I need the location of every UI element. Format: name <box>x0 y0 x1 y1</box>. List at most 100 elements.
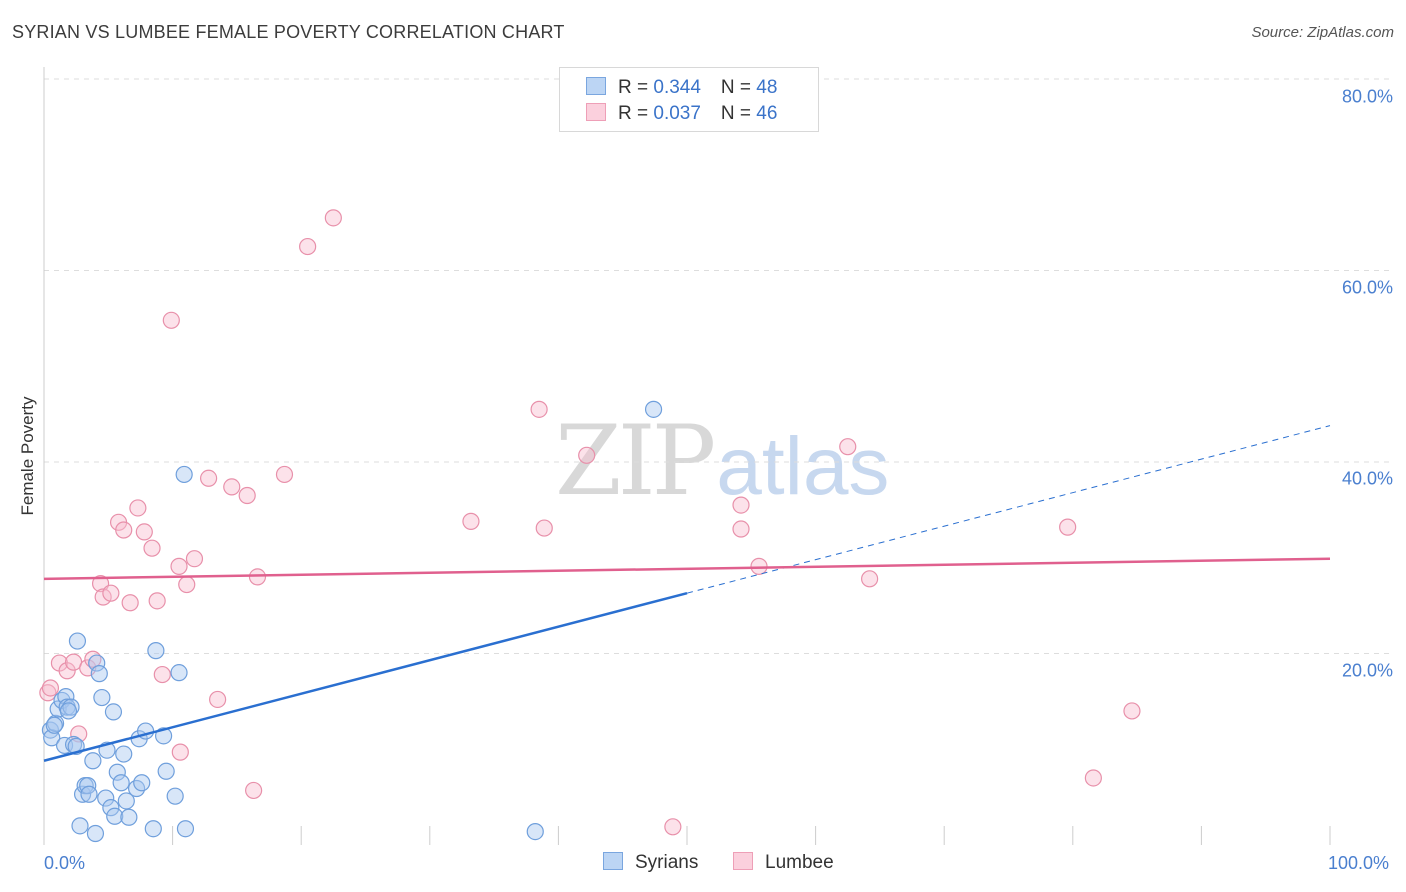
y-tick-label-20: 20.0% <box>1341 660 1393 681</box>
syrian-point <box>59 702 78 720</box>
bottom-legend-lumbee-label: Lumbee <box>765 852 834 873</box>
legend-n-label: N = <box>720 103 757 124</box>
legend-n-label: N = <box>720 77 757 98</box>
legend-n-value: 48 <box>756 77 778 98</box>
lumbee-point <box>129 499 147 517</box>
syrians-swatch-icon <box>603 851 623 870</box>
syrian-point <box>80 785 98 803</box>
syrian-point <box>147 642 165 660</box>
lumbee-point <box>209 690 227 709</box>
chart-title: SYRIAN VS LUMBEE FEMALE POVERTY CORRELAT… <box>12 22 565 42</box>
syrian-point <box>84 752 102 770</box>
syrian-point <box>71 817 89 835</box>
syrians-swatch-icon <box>586 76 606 95</box>
legend-r-label: R = <box>618 77 654 98</box>
lumbee-point <box>115 521 133 539</box>
syrian-point <box>133 774 151 792</box>
legend-n-value: 46 <box>756 103 778 124</box>
y-axis-label: Female Poverty <box>18 396 37 516</box>
lumbee-point <box>535 519 553 537</box>
lumbee-point <box>135 523 153 541</box>
legend-row-syrians: R = 0.344 N = 48 <box>586 76 778 101</box>
lumbee-point <box>41 679 60 697</box>
lumbee-point <box>324 209 342 227</box>
syrian-point <box>120 808 138 826</box>
bottom-legend-syrians-label: Syrians <box>635 852 699 873</box>
lumbee-point <box>732 496 750 514</box>
syrian-point <box>166 787 184 805</box>
lumbee-point <box>148 592 166 610</box>
syrian-point <box>102 799 120 817</box>
lumbee-point <box>39 684 57 702</box>
lumbee-point <box>171 743 189 761</box>
lumbee-point <box>462 512 480 530</box>
lumbee-point <box>143 539 161 557</box>
lumbee-point <box>1084 769 1102 787</box>
legend-r-value: 0.037 <box>653 103 701 124</box>
syrian-point <box>644 400 663 418</box>
lumbee-point <box>732 520 750 538</box>
watermark-atlas: atlas <box>716 421 890 512</box>
lumbee-point <box>200 469 218 487</box>
lumbee-point <box>178 575 196 594</box>
correlation-legend: R = 0.344 N = 48 R = 0.037 N = 46 <box>559 67 819 132</box>
syrians-trend-line <box>43 591 688 762</box>
lumbee-trend-line <box>43 557 1331 581</box>
bottom-legend-syrians: Syrians <box>603 851 699 874</box>
syrian-point <box>176 820 195 838</box>
lumbee-point <box>223 478 241 496</box>
y-tick-label-40: 40.0% <box>1341 468 1393 489</box>
x-tick-label-0: 0.0% <box>44 853 86 873</box>
syrian-point <box>86 824 105 843</box>
lumbee-point <box>102 584 120 602</box>
lumbee-point <box>839 438 857 456</box>
source-label: Source: ZipAtlas.com <box>1251 24 1394 41</box>
syrian-point <box>175 465 193 484</box>
lumbee-point <box>58 662 76 680</box>
syrian-point <box>79 777 97 795</box>
lumbee-point <box>299 237 317 256</box>
syrian-point <box>112 774 130 792</box>
syrian-point <box>115 745 133 763</box>
lumbee-point <box>1059 518 1077 536</box>
legend-row-lumbee: R = 0.037 N = 46 <box>586 102 778 127</box>
syrian-point <box>45 716 63 734</box>
syrian-point <box>90 665 108 683</box>
syrian-point <box>93 688 111 707</box>
lumbee-point <box>185 550 204 568</box>
lumbee-point <box>578 446 596 464</box>
lumbee-point <box>121 594 139 612</box>
lumbee-point <box>530 400 548 418</box>
lumbee-point <box>248 568 267 586</box>
x-tick-label-100: 100.0% <box>1328 853 1390 873</box>
syrian-point <box>106 807 124 825</box>
lumbee-point <box>153 665 171 684</box>
legend-r-value: 0.344 <box>653 77 701 98</box>
syrians-trend-extension <box>686 425 1331 594</box>
y-tick-label-60: 60.0% <box>1341 277 1393 298</box>
syrian-point <box>157 762 175 780</box>
syrian-point <box>144 820 162 838</box>
syrian-point <box>526 822 544 841</box>
lumbee-point <box>245 781 263 800</box>
bottom-legend-lumbee: Lumbee <box>733 851 834 874</box>
lumbee-point <box>275 465 294 484</box>
syrian-point <box>108 763 126 781</box>
syrian-point <box>104 703 123 721</box>
lumbee-swatch-icon <box>586 102 606 121</box>
lumbee-point <box>170 557 188 575</box>
lumbee-point <box>238 486 256 505</box>
syrian-point <box>88 654 106 672</box>
legend-r-label: R = <box>618 103 654 124</box>
syrian-point <box>117 792 135 810</box>
lumbee-point <box>94 588 112 606</box>
syrian-point <box>97 789 115 807</box>
lumbee-point <box>664 818 682 836</box>
lumbee-point <box>1123 702 1141 720</box>
lumbee-point <box>162 311 180 329</box>
lumbee-point <box>861 570 879 588</box>
y-tick-label-80: 80.0% <box>1341 86 1393 107</box>
syrian-point <box>170 664 188 682</box>
lumbee-swatch-icon <box>733 851 753 870</box>
